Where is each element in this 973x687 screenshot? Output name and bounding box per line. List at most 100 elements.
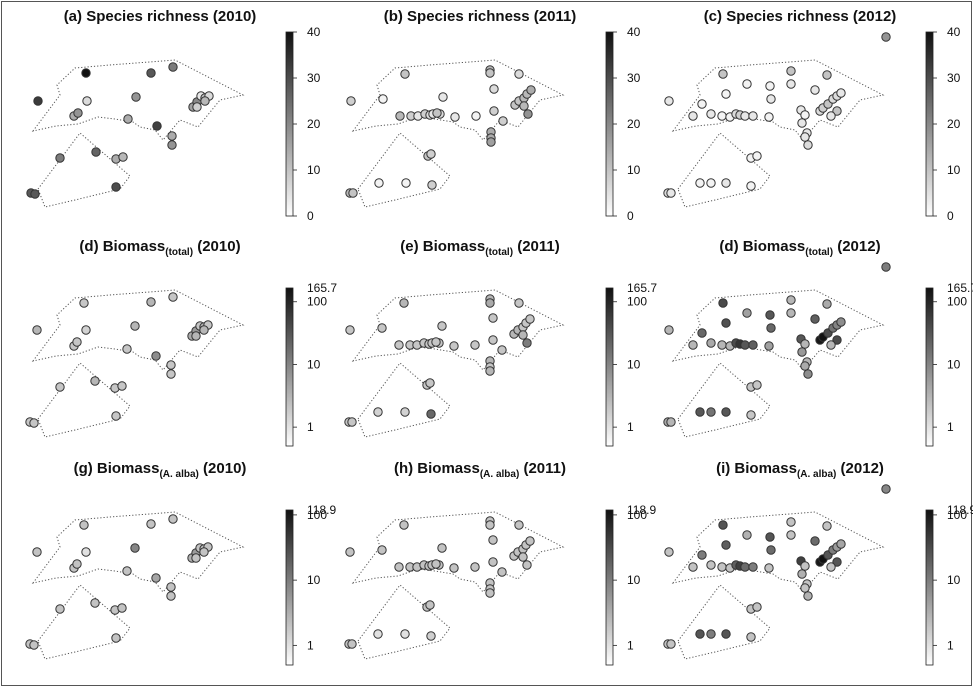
sample-point	[55, 153, 65, 163]
sample-point	[488, 557, 498, 567]
sample-point	[427, 180, 437, 190]
sample-point	[497, 345, 507, 355]
sample-point	[400, 69, 410, 79]
colorbar-tick-label: 1	[307, 638, 314, 652]
sample-point	[666, 188, 676, 198]
sample-point	[721, 178, 731, 188]
colorbar-tick-label: 100	[627, 508, 647, 522]
sample-point	[742, 79, 752, 89]
sample-point	[822, 299, 832, 309]
colorbar-max-label: 118.9	[947, 503, 973, 517]
sample-point	[82, 96, 92, 106]
region-outline-south	[357, 584, 451, 660]
sample-point	[519, 101, 529, 111]
sample-point	[72, 337, 82, 347]
sample-point	[200, 96, 210, 106]
sample-point	[688, 562, 698, 572]
sample-point	[146, 519, 156, 529]
panel-1: (a) Species richness (2010) 0 10 20 30 40	[26, 8, 321, 223]
region-outline-north	[31, 59, 245, 141]
sample-point	[717, 562, 727, 572]
sample-point	[151, 573, 161, 583]
sample-point	[800, 110, 810, 120]
sample-point	[810, 85, 820, 95]
sample-point	[72, 559, 82, 569]
panel-title: (e) Biomass(total) (2011)	[400, 238, 560, 258]
panel-3: (c) Species richness (2012) 0 10 20 30 40	[663, 8, 961, 223]
sample-point	[748, 562, 758, 572]
sample-point	[33, 96, 43, 106]
panel-title-main: (d) Biomass	[79, 238, 165, 255]
sample-point	[485, 298, 495, 308]
colorbar	[605, 509, 614, 666]
panel-title-main: (h) Biomass	[394, 460, 480, 477]
sample-point	[764, 112, 774, 122]
sample-point	[664, 325, 674, 335]
sample-point	[199, 547, 209, 557]
sample-point	[395, 111, 405, 121]
panel-title-year: (2011)	[513, 238, 560, 255]
sample-point	[55, 604, 65, 614]
sample-point	[345, 325, 355, 335]
sample-point	[431, 337, 441, 347]
colorbar-tick-label: 1	[947, 420, 954, 434]
sample-point	[752, 380, 762, 390]
colorbar-max-label: 165.7	[627, 281, 657, 295]
region-outline-south	[677, 362, 771, 438]
sample-point	[803, 591, 813, 601]
sample-point	[30, 189, 40, 199]
panel-title: (d) Biomass(total) (2012)	[719, 238, 880, 258]
sample-point	[378, 94, 388, 104]
sample-point	[881, 32, 891, 42]
region-outline-south	[37, 362, 131, 438]
colorbar-tick-label: 10	[627, 163, 641, 177]
sample-point	[168, 292, 178, 302]
sample-point	[822, 521, 832, 531]
colorbar-tick-label: 20	[947, 117, 961, 131]
sample-point	[167, 131, 177, 141]
colorbar-tick-label: 30	[947, 71, 961, 85]
panel-title-subscript: (total)	[805, 247, 833, 258]
sample-point	[425, 378, 435, 388]
panel-title-subscript: (A. alba)	[159, 469, 198, 480]
sample-point	[373, 629, 383, 639]
sample-point	[400, 407, 410, 417]
panel-title-subscript: (total)	[165, 247, 193, 258]
sample-point	[191, 331, 201, 341]
panel-title-year: (2012)	[836, 460, 884, 477]
sample-point	[721, 89, 731, 99]
sample-point	[746, 410, 756, 420]
panel-title-main: (i) Biomass	[716, 460, 797, 477]
sample-point	[697, 99, 707, 109]
colorbar	[925, 509, 934, 666]
sample-point	[486, 137, 496, 147]
panel-title: (d) Biomass(total) (2010)	[79, 238, 240, 258]
colorbar-tick-label: 10	[947, 573, 961, 587]
sample-point	[373, 407, 383, 417]
sample-point	[800, 132, 810, 142]
sample-point	[347, 417, 357, 427]
sample-point	[426, 631, 436, 641]
sample-point	[29, 418, 39, 428]
sample-point	[394, 562, 404, 572]
panel-title: (c) Species richness (2012)	[704, 8, 897, 25]
colorbar	[605, 31, 614, 217]
sample-point	[721, 540, 731, 550]
sample-point	[450, 112, 460, 122]
sample-point	[721, 407, 731, 417]
sample-point	[688, 111, 698, 121]
colorbar-tick-label: 10	[947, 163, 961, 177]
region-outline-south	[357, 362, 451, 438]
sample-point	[192, 102, 202, 112]
sample-point	[438, 92, 448, 102]
sample-point	[498, 116, 508, 126]
sample-point	[117, 381, 127, 391]
colorbar-tick-label: 1	[627, 420, 634, 434]
sample-point	[695, 178, 705, 188]
region-outline-south	[357, 132, 451, 208]
colorbar-tick-label: 100	[947, 508, 967, 522]
sample-point	[786, 530, 796, 540]
